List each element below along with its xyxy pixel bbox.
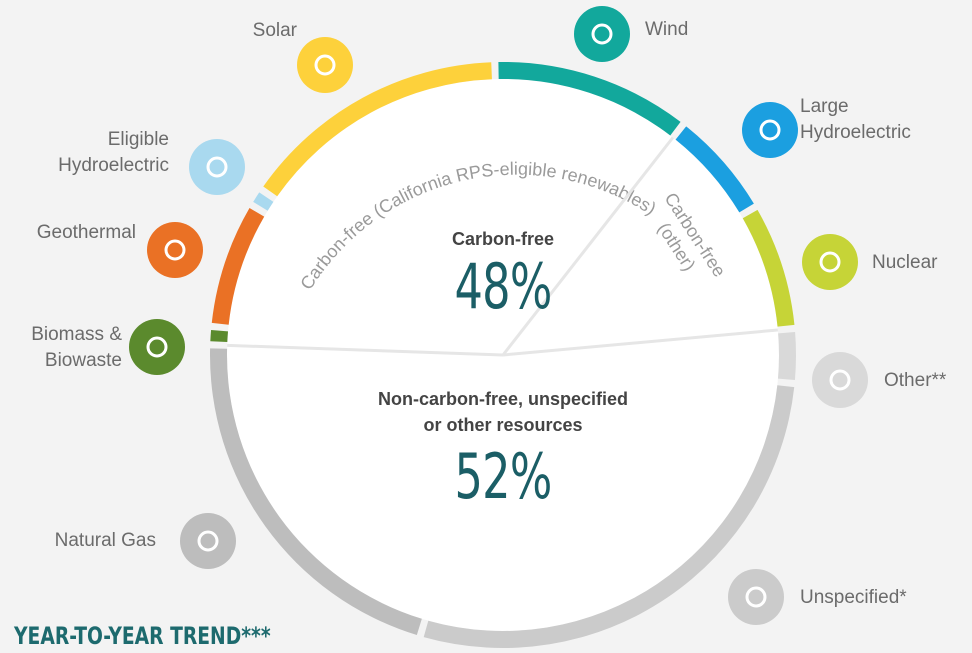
icon-glyph [164, 239, 186, 261]
ring-segment [210, 329, 229, 342]
icon [180, 513, 236, 569]
category-label: Biomass & Biowaste [31, 324, 122, 371]
icon [574, 6, 630, 62]
category-label: Other** [884, 370, 947, 391]
footer: YEAR-TO-YEAR TREND*** [14, 622, 271, 650]
icon [802, 234, 858, 290]
icon-glyph [591, 23, 613, 45]
divider [502, 328, 779, 357]
group-value: 52% [454, 440, 552, 513]
ring-segment [253, 192, 274, 211]
icon [812, 352, 868, 408]
category-label: Nuclear [872, 252, 938, 273]
icon-glyph [206, 156, 228, 178]
ring-segment [675, 126, 754, 213]
ring-segment [263, 62, 492, 197]
divider [501, 136, 675, 356]
category-label: Large Hydroelectric [800, 96, 911, 143]
category-label: Eligible Hydroelectric [58, 129, 169, 176]
icon-glyph [146, 336, 168, 358]
icon-glyph [759, 119, 781, 141]
icon-glyph [829, 369, 851, 391]
icon [728, 569, 784, 625]
icon-glyph [819, 251, 841, 273]
category-label: Unspecified* [800, 587, 907, 608]
icon [742, 102, 798, 158]
group-name: Non-carbon-free, unspecified or other re… [377, 389, 629, 435]
icon [189, 139, 245, 195]
icon [129, 319, 185, 375]
icon-glyph [745, 586, 767, 608]
category-label: Solar [252, 20, 297, 41]
ring-segment [777, 332, 796, 381]
ring-segment [742, 209, 795, 327]
category-label: Natural Gas [54, 530, 156, 551]
ring-segment [210, 348, 422, 636]
icon-glyph [197, 530, 219, 552]
group-name: Carbon-free [451, 229, 554, 249]
category-label: Wind [645, 19, 689, 40]
divider [227, 343, 504, 357]
icon [297, 37, 353, 93]
group-value: 48% [454, 250, 552, 323]
icon [147, 222, 203, 278]
ring-segment [211, 208, 265, 325]
icon-glyph [314, 54, 336, 76]
category-label: Geothermal [36, 222, 136, 243]
ring-segment [498, 61, 681, 136]
